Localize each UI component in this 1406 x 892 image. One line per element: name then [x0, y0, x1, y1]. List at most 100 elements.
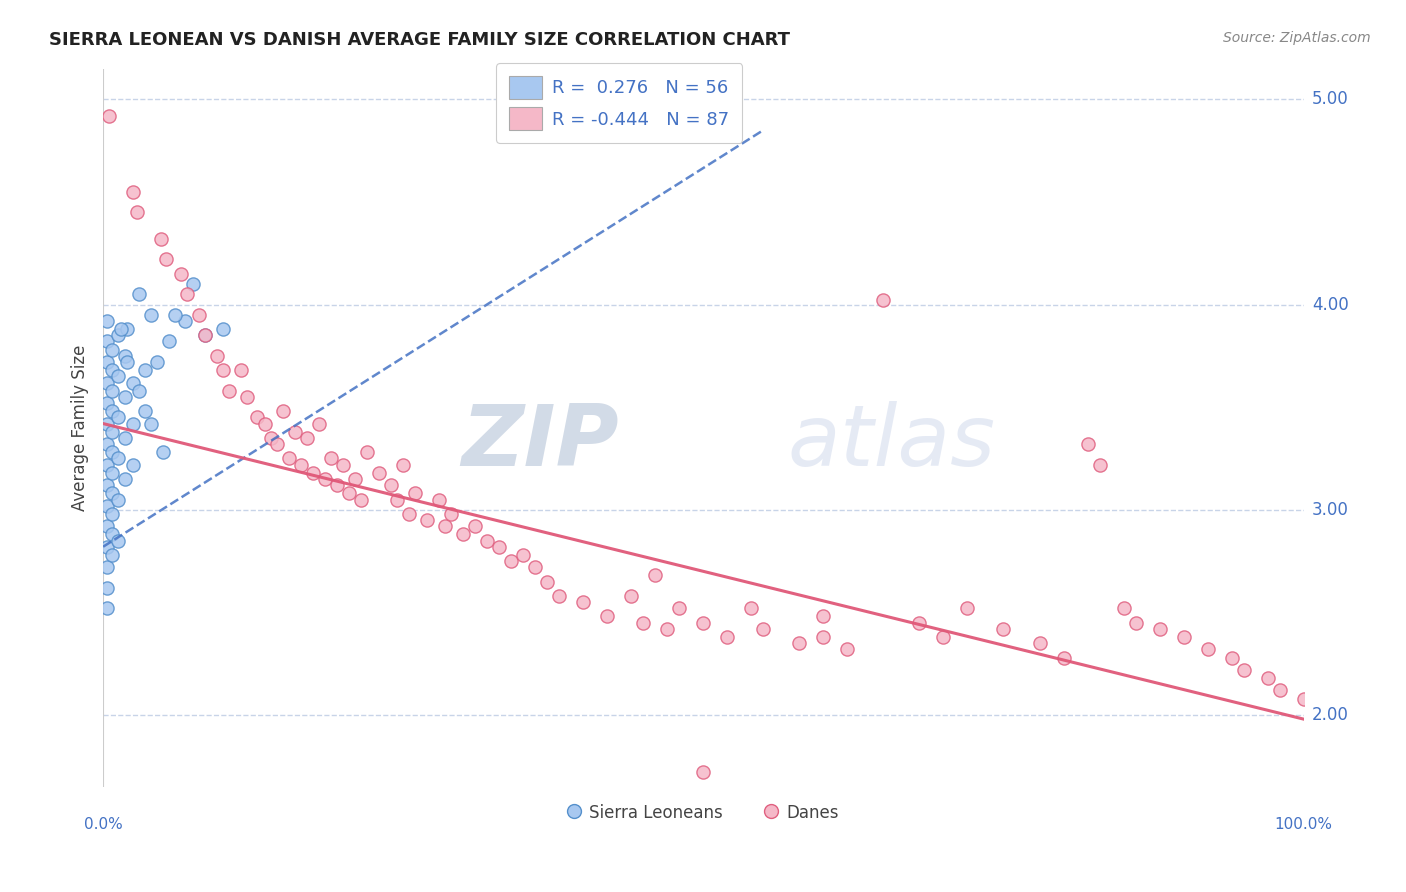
Point [146, 355, 169, 369]
Point [350, 492, 373, 507]
Text: atlas: atlas [787, 401, 995, 483]
Point [96, 458, 118, 472]
Point [114, 390, 136, 404]
Point [524, 560, 547, 574]
Point [107, 410, 129, 425]
Point [1112, 601, 1135, 615]
Point [512, 548, 534, 562]
Point [96, 334, 118, 349]
Point [96, 437, 118, 451]
Point [194, 328, 217, 343]
Point [254, 417, 277, 431]
Point [246, 410, 269, 425]
Point [98, 109, 121, 123]
Point [107, 533, 129, 548]
Point [1268, 683, 1291, 698]
Point [596, 609, 619, 624]
Point [332, 458, 354, 472]
Point [236, 390, 259, 404]
Point [173, 314, 195, 328]
Point [356, 445, 378, 459]
Point [644, 568, 666, 582]
Point [100, 363, 122, 377]
Point [100, 548, 122, 562]
Point [96, 581, 118, 595]
Point [956, 601, 979, 615]
Point [295, 431, 318, 445]
Point [194, 328, 217, 343]
Point [908, 615, 931, 630]
Point [141, 308, 163, 322]
Point [231, 363, 253, 377]
Point [872, 293, 894, 308]
Point [813, 609, 835, 624]
Point [96, 355, 118, 369]
Point [1232, 663, 1254, 677]
Point [107, 328, 129, 343]
Text: 5.00: 5.00 [1312, 90, 1348, 108]
Point [212, 322, 235, 336]
Point [321, 451, 343, 466]
Text: ZIP: ZIP [461, 401, 619, 483]
Point [993, 622, 1015, 636]
Point [100, 384, 122, 398]
Point [176, 287, 198, 301]
Point [114, 431, 136, 445]
Point [188, 308, 211, 322]
Point [813, 630, 835, 644]
Point [477, 533, 499, 548]
Text: 0.0%: 0.0% [84, 817, 122, 832]
Point [96, 376, 118, 390]
Point [501, 554, 523, 568]
Point [115, 322, 138, 336]
Text: 100.0%: 100.0% [1275, 817, 1333, 832]
Point [572, 595, 595, 609]
Point [212, 363, 235, 377]
Point [96, 396, 118, 410]
Point [1220, 650, 1243, 665]
Point [128, 287, 150, 301]
Point [100, 404, 122, 418]
Point [100, 507, 122, 521]
Point [170, 267, 193, 281]
Point [96, 519, 118, 533]
Point [302, 466, 325, 480]
Point [344, 472, 367, 486]
Point [96, 417, 118, 431]
Point [398, 507, 420, 521]
Text: 2.00: 2.00 [1312, 706, 1348, 724]
Point [536, 574, 558, 589]
Point [434, 519, 457, 533]
Legend: Sierra Leoneans, Danes: Sierra Leoneans, Danes [561, 797, 845, 829]
Point [96, 499, 118, 513]
Point [620, 589, 643, 603]
Point [96, 478, 118, 492]
Point [149, 232, 172, 246]
Point [368, 466, 391, 480]
Point [271, 404, 294, 418]
Point [1149, 622, 1171, 636]
Point [122, 376, 145, 390]
Point [404, 486, 426, 500]
Point [1173, 630, 1195, 644]
Point [716, 630, 738, 644]
Point [290, 458, 312, 472]
Text: Source: ZipAtlas.com: Source: ZipAtlas.com [1223, 31, 1371, 45]
Point [122, 458, 145, 472]
Point [134, 363, 156, 377]
Point [789, 636, 811, 650]
Point [165, 308, 187, 322]
Text: SIERRA LEONEAN VS DANISH AVERAGE FAMILY SIZE CORRELATION CHART: SIERRA LEONEAN VS DANISH AVERAGE FAMILY … [49, 31, 790, 49]
Point [205, 349, 228, 363]
Point [128, 384, 150, 398]
Point [96, 560, 118, 574]
Point [134, 404, 156, 418]
Point [427, 492, 450, 507]
Point [440, 507, 463, 521]
Point [100, 486, 122, 500]
Point [548, 589, 571, 603]
Point [114, 472, 136, 486]
Point [266, 437, 288, 451]
Point [464, 519, 486, 533]
Point [416, 513, 439, 527]
